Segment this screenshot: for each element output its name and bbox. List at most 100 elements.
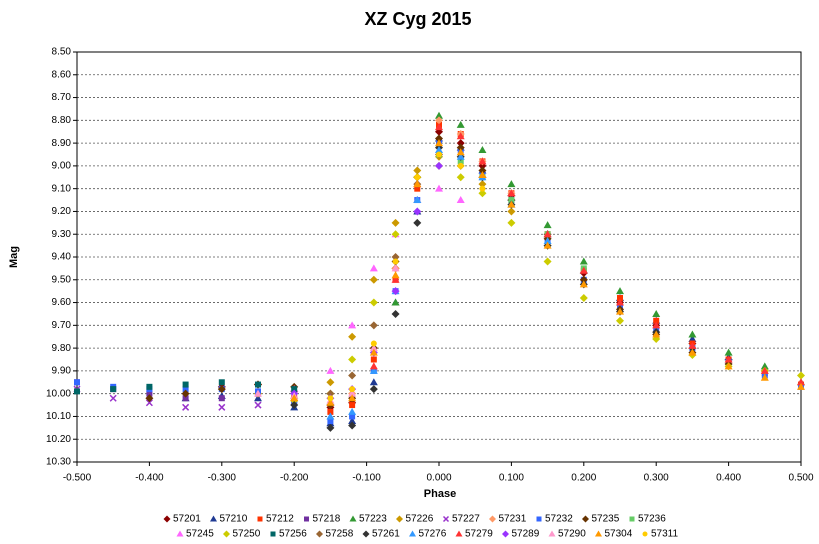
marker [579, 275, 588, 284]
legend-label: 57258 [326, 529, 354, 540]
marker [291, 386, 298, 393]
legend-label: 57212 [266, 514, 294, 525]
marker [688, 335, 697, 342]
series [254, 152, 588, 403]
marker [579, 257, 588, 265]
marker [369, 264, 378, 272]
marker [74, 379, 80, 386]
marker [369, 385, 378, 394]
marker [370, 340, 377, 347]
marker [349, 402, 356, 409]
marker [579, 294, 588, 302]
marker [688, 330, 697, 338]
marker [270, 531, 276, 537]
marker [362, 530, 370, 538]
marker [349, 386, 356, 393]
marker [507, 207, 516, 216]
marker [653, 317, 660, 324]
marker [642, 531, 648, 537]
marker [652, 309, 661, 317]
marker [413, 180, 422, 188]
marker [616, 307, 624, 315]
marker [348, 321, 357, 329]
marker [348, 407, 357, 415]
marker [456, 148, 465, 156]
marker [176, 530, 184, 537]
marker [797, 378, 805, 386]
marker [435, 111, 443, 119]
legend-label: 57304 [605, 529, 633, 540]
marker [629, 516, 635, 522]
marker [760, 362, 769, 370]
marker [391, 271, 400, 279]
marker [391, 287, 400, 296]
marker [316, 530, 323, 538]
marker [182, 381, 189, 388]
marker [435, 139, 443, 147]
chart-title: XZ Cyg 2015 [364, 9, 471, 29]
x-tick-label: 0.300 [644, 473, 669, 484]
marker [254, 401, 262, 409]
marker [163, 515, 171, 523]
marker [348, 355, 357, 364]
marker [413, 218, 422, 227]
marker [223, 530, 230, 538]
marker [478, 189, 487, 198]
series [74, 379, 298, 395]
marker [536, 516, 542, 522]
marker [543, 257, 552, 266]
marker [760, 366, 769, 374]
legend-label: 57227 [452, 514, 480, 525]
legend-label: 57290 [558, 529, 586, 540]
marker [182, 403, 190, 411]
y-tick-label: 9.30 [52, 229, 72, 240]
marker [391, 275, 400, 283]
series [327, 151, 486, 402]
legend-label: 57223 [359, 514, 387, 525]
marker [145, 394, 154, 403]
marker [254, 394, 262, 402]
marker [413, 196, 422, 204]
marker [456, 152, 465, 160]
marker [74, 388, 80, 395]
marker [348, 394, 357, 402]
marker [435, 145, 443, 153]
marker [456, 143, 465, 152]
marker [396, 515, 403, 523]
marker [255, 381, 261, 388]
marker [442, 515, 450, 523]
marker [326, 366, 335, 374]
marker [257, 516, 263, 522]
marker [349, 413, 356, 420]
y-tick-label: 9.60 [52, 297, 72, 308]
marker [326, 398, 335, 406]
series [254, 264, 400, 404]
marker [414, 174, 421, 181]
marker [145, 399, 153, 407]
marker [652, 321, 661, 329]
marker [218, 395, 225, 402]
marker [182, 386, 189, 393]
marker [652, 330, 661, 338]
y-tick-label: 10.10 [46, 411, 71, 422]
marker [413, 207, 422, 216]
marker [254, 389, 262, 397]
marker [217, 385, 226, 394]
marker [369, 298, 378, 307]
series [326, 116, 516, 410]
y-tick-label: 10.00 [46, 388, 71, 399]
legend-label: 57245 [186, 529, 214, 540]
marker [579, 280, 588, 288]
marker [109, 394, 117, 402]
marker [326, 378, 335, 387]
marker [391, 253, 400, 261]
marker [456, 173, 465, 182]
marker [413, 166, 422, 175]
x-tick-label: -0.200 [280, 473, 309, 484]
marker [595, 530, 602, 537]
marker [370, 356, 377, 363]
legend-label: 57256 [279, 529, 307, 540]
marker [616, 316, 624, 325]
series [290, 139, 805, 406]
marker [391, 230, 400, 239]
